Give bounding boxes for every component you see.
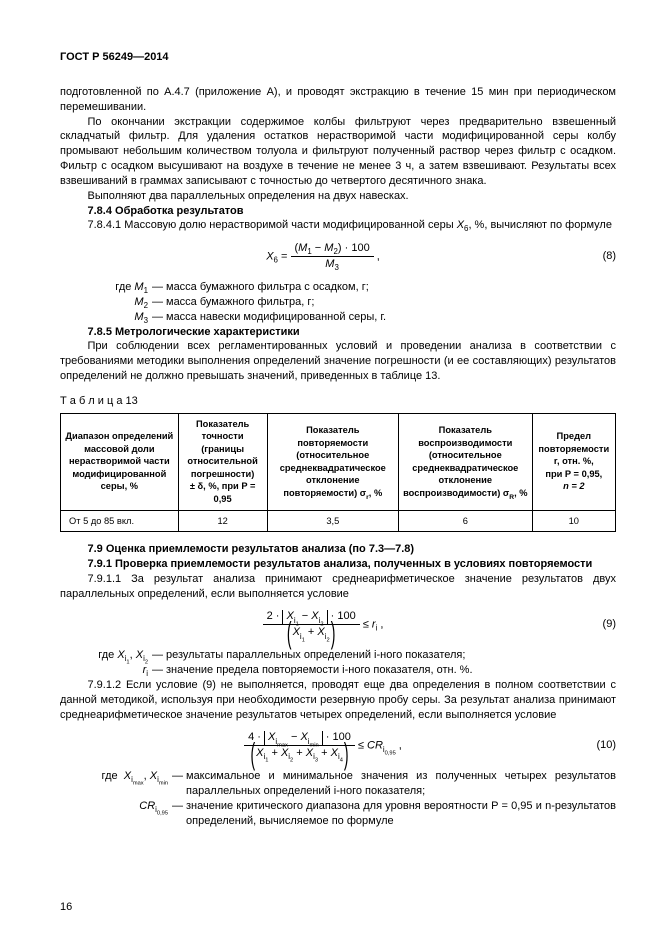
where-block-1: где M1 — масса бумажного фильтра с осадк… bbox=[60, 280, 616, 325]
th-4: Показатель воспроизводимости (относитель… bbox=[398, 413, 532, 510]
doc-header: ГОСТ Р 56249—2014 bbox=[60, 50, 616, 65]
where-block-2: где Xi1, Xi2 — результаты параллельных о… bbox=[60, 648, 616, 678]
para-1: подготовленной по А.4.7 (приложение А), … bbox=[60, 85, 616, 115]
th-1: Диапазон определений массовой доли нерас… bbox=[61, 413, 179, 510]
sec-785: 7.8.5 Метрологические характеристики bbox=[60, 325, 616, 340]
para-785: При соблюдении всех регламентированных у… bbox=[60, 339, 616, 384]
sec-7841: 7.8.4.1 Массовую долю нерастворимой част… bbox=[60, 218, 616, 233]
para-7911: 7.9.1.1 За результат анализа принимают с… bbox=[60, 572, 616, 602]
table-caption: Т а б л и ц а 13 bbox=[60, 394, 616, 409]
where-block-3: где Ximax, Ximin — максимальное и минима… bbox=[60, 769, 616, 828]
equation-9: 2 · Xi1 − Xi2 · 100 (Xi1 + Xi2) ≤ ri , (… bbox=[60, 609, 616, 640]
td-5: 10 bbox=[532, 510, 615, 532]
th-5: Предел повторяемости r, отн. %,при P = 0… bbox=[532, 413, 615, 510]
td-2: 12 bbox=[178, 510, 267, 532]
para-2: По окончании экстракции содержимое колбы… bbox=[60, 115, 616, 189]
equation-10: 4 · Ximax − Ximin · 100 (Xi1 + Xi2 + Xi3… bbox=[60, 730, 616, 761]
sec-791: 7.9.1 Проверка приемлемости результатов … bbox=[60, 557, 616, 572]
para-7912: 7.9.1.2 Если условие (9) не выполняется,… bbox=[60, 678, 616, 723]
page-number: 16 bbox=[60, 900, 72, 915]
para-3: Выполняют два параллельных определения н… bbox=[60, 189, 616, 204]
th-3: Показатель повторяемости (относительное … bbox=[267, 413, 398, 510]
td-3: 3,5 bbox=[267, 510, 398, 532]
sec-784: 7.8.4 Обработка результатов bbox=[60, 204, 616, 219]
sec-79: 7.9 Оценка приемлемости результатов анал… bbox=[60, 542, 616, 557]
equation-8: X6 = (M1 − M2) · 100 M3 , (8) bbox=[60, 241, 616, 272]
table-13: Диапазон определений массовой доли нерас… bbox=[60, 413, 616, 532]
td-1: От 5 до 85 вкл. bbox=[61, 510, 179, 532]
td-4: 6 bbox=[398, 510, 532, 532]
th-2: Показатель точности (границы относительн… bbox=[178, 413, 267, 510]
